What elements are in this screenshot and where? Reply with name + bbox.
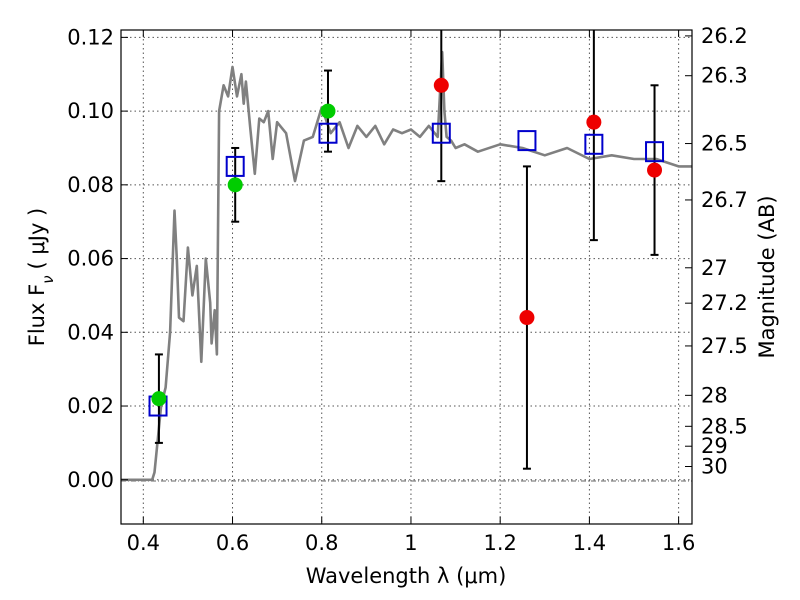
magnitude-tick-label: 30 [701,454,728,478]
low-sn-point-marker [647,162,663,178]
magnitude-tick-label: 26.5 [701,132,748,156]
y-tick-label: 0.04 [67,320,114,344]
magnitude-axis-label: Magnitude (AB) [755,195,779,358]
magnitude-tick-label: 26.7 [701,188,748,212]
magnitude-tick-label: 28 [701,383,728,407]
x-tick-label: 1 [404,531,417,555]
detected-point-marker [227,177,243,193]
plot-frame [120,29,693,525]
magnitude-tick-label: 27.5 [701,334,748,358]
error-bars [154,30,659,470]
model-square-marker [584,133,604,155]
y-axis-label: Flux Fν ( μJy ) [25,208,57,347]
x-tick-label: 1.2 [483,531,516,555]
y-tick-label: 0.06 [67,247,114,271]
y-axis-ticks: 0.00 0.02 0.04 0.06 0.08 0.10 0.12 [67,25,128,492]
template-spectrum [121,50,692,482]
detected-point-marker [151,391,167,407]
y-axis-label-text: Flux F [25,284,49,346]
svg-text:Flux Fν( μJy ): Flux Fν ( μJy ) [25,208,57,347]
model-square-marker [318,122,338,144]
low-sn-point-marker [519,310,535,326]
magnitude-tick-label: 27.2 [701,291,748,315]
magnitude-tick-label: 27 [701,256,728,280]
low-sn-point-marker [586,114,602,130]
y-tick-label: 0.08 [67,173,114,197]
model-square-marker [431,122,451,144]
low-sn-point-marker [433,77,449,93]
magnitude-tick-label: 28.5 [701,414,748,438]
y-tick-label: 0.00 [67,468,114,492]
magnitude-tick-label: 26.2 [701,24,748,48]
x-tick-label: 1.6 [662,531,695,555]
x-axis-ticks: 0.4 0.6 0.8 1 1.2 1.4 1.6 [127,30,695,555]
model-square-marker [645,141,665,163]
x-axis-label: Wavelength λ (μm) [306,564,507,588]
y-axis-label-subscript: ν [39,275,57,283]
spectrum-line [121,50,692,482]
model-square-marker [517,130,537,152]
y-axis-label-unit: ( μJy ) [25,208,49,270]
magnitude-tick-label: 26.3 [701,64,748,88]
y-tick-label: 0.12 [67,25,114,49]
x-tick-label: 0.4 [127,531,160,555]
model-square-marker [225,155,245,177]
x-tick-label: 0.8 [305,531,338,555]
y-tick-label: 0.10 [67,99,114,123]
photometry-markers [148,77,665,417]
detected-point-marker [320,103,336,119]
magnitude-tick-label: 29 [701,434,728,458]
y-tick-label: 0.02 [67,394,114,418]
x-tick-label: 1.4 [573,531,606,555]
x-tick-label: 0.6 [216,531,249,555]
